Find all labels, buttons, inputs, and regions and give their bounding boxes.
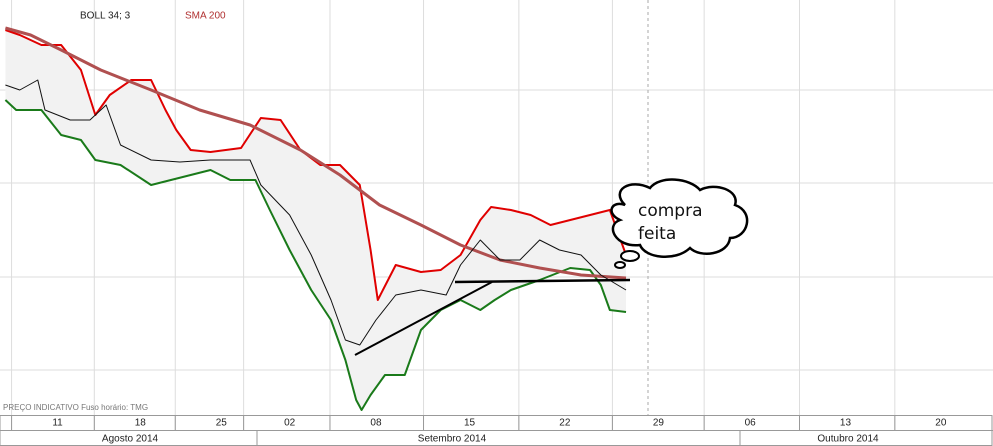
price-line (5, 79, 627, 346)
band-line (5, 29, 627, 301)
x-tick-label: 18 (135, 418, 147, 429)
indicator-label: BOLL 34; 3 (80, 11, 131, 22)
month-label: Outubro 2014 (817, 434, 879, 445)
month-label: Agosto 2014 (102, 434, 159, 445)
x-tick-label: 20 (935, 418, 947, 429)
sma-line (4, 26, 627, 280)
footnote: PREÇO INDICATIVO Fuso horário: TMG (3, 403, 148, 412)
x-tick-label: 15 (464, 418, 476, 429)
x-tick-label: 13 (840, 418, 852, 429)
trend-line (354, 281, 493, 356)
callout-bubble (620, 250, 640, 262)
plot (4, 26, 627, 411)
annotation: feita (638, 224, 676, 244)
x-tick-label: 29 (653, 418, 665, 429)
band-line (4, 99, 627, 411)
callout-cloud (610, 178, 749, 259)
x-tick-label: 22 (559, 418, 571, 429)
x-tick-label: 08 (370, 418, 382, 429)
x-tick-label: 11 (52, 418, 63, 429)
legend-label: SMA 200 (185, 11, 226, 22)
support-line (454, 278, 631, 284)
callout-bubble (614, 261, 626, 269)
x-tick-label: 25 (216, 418, 228, 429)
month-label: Setembro 2014 (418, 434, 487, 445)
x-tick-label: 06 (745, 418, 757, 429)
annotation: compra (638, 201, 703, 221)
band-fill (5, 30, 627, 410)
x-tick-label: 02 (284, 418, 296, 429)
